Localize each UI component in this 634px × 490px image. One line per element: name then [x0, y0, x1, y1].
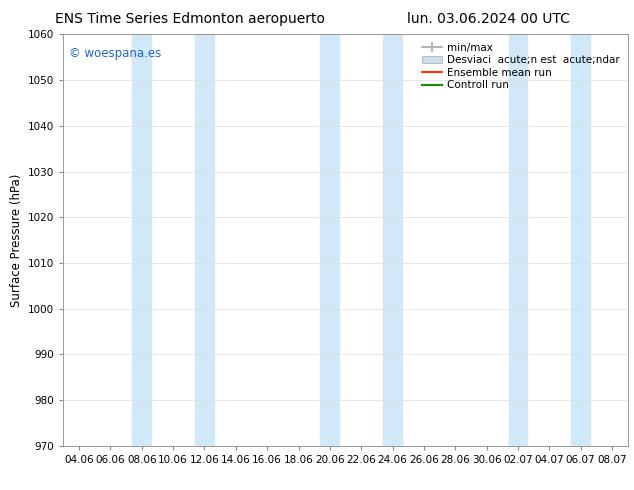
Bar	[383, 34, 402, 446]
Bar	[133, 34, 151, 446]
Text: lun. 03.06.2024 00 UTC: lun. 03.06.2024 00 UTC	[407, 12, 569, 26]
Text: © woespana.es: © woespana.es	[69, 47, 161, 60]
Bar	[508, 34, 527, 446]
Text: ENS Time Series Edmonton aeropuerto: ENS Time Series Edmonton aeropuerto	[55, 12, 325, 26]
Bar	[571, 34, 590, 446]
Y-axis label: Surface Pressure (hPa): Surface Pressure (hPa)	[10, 173, 23, 307]
Legend: min/max, Desviaci  acute;n est  acute;ndar, Ensemble mean run, Controll run: min/max, Desviaci acute;n est acute;ndar…	[418, 40, 623, 94]
Bar	[320, 34, 339, 446]
Bar	[195, 34, 214, 446]
